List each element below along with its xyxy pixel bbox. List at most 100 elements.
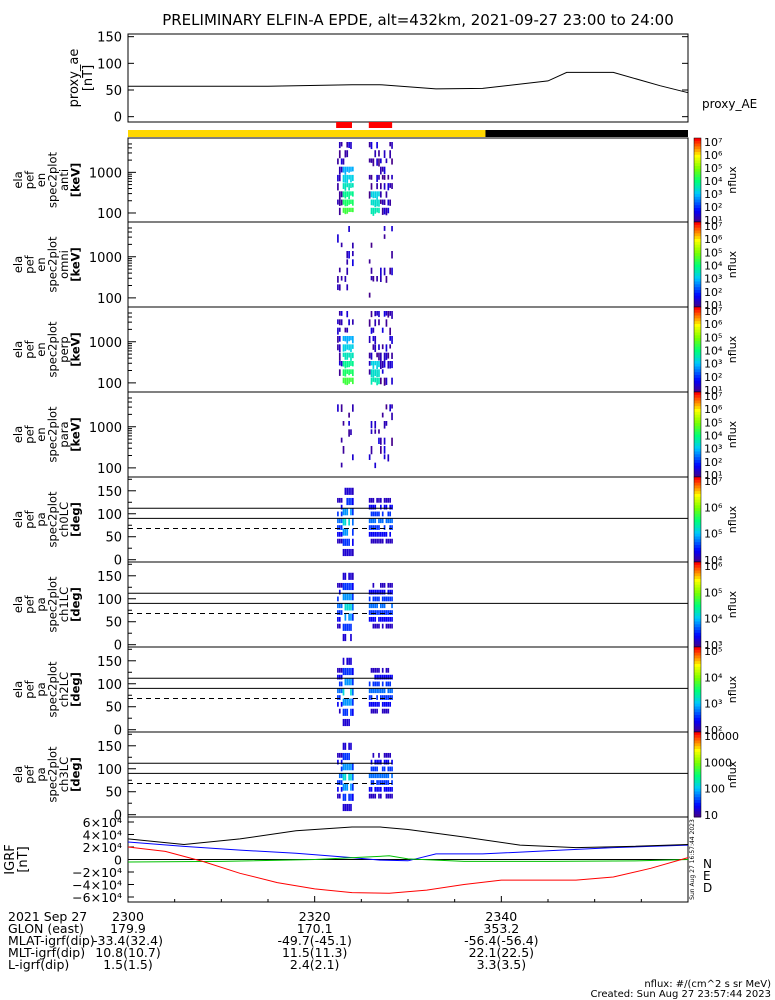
- pa_ch2-spec-cell: [346, 698, 349, 706]
- pa_ch0-spec-cell: [378, 525, 380, 530]
- pa_ch1-spec-cell: [391, 596, 393, 602]
- en_omni-colorbar-step: [694, 261, 701, 265]
- pa_ch3-spec-cell: [387, 780, 390, 785]
- en_anti-spec-cell: [376, 199, 378, 207]
- en_anti-spec-cell: [378, 150, 380, 157]
- pa_ch0-colorbar-step: [694, 559, 701, 563]
- pa_ch0-spec-cell: [344, 487, 347, 495]
- en_anti-colorbar-step: [694, 138, 701, 142]
- en_anti-colorbar-step: [694, 157, 701, 161]
- pa_ch0-spec-cell: [383, 525, 386, 530]
- en_anti-spec-cell: [342, 207, 345, 213]
- pa_ch1-spec-cell: [344, 633, 347, 642]
- pa_ch2-spec-cell: [378, 674, 380, 680]
- en_para-spec-cell: [342, 446, 345, 454]
- pa_ch2-colorbar-step: [694, 689, 701, 693]
- en_perp-spec-cell: [374, 344, 377, 352]
- en_para-spec-cell: [385, 421, 388, 426]
- en_omni-colorbar-step: [694, 273, 701, 277]
- en_perp-spec-cell: [383, 377, 386, 386]
- en_omni-spec-cell: [338, 284, 341, 291]
- pa_ch0-colorbar-step: [694, 522, 701, 526]
- pa_ch2-spec-cell: [380, 695, 382, 700]
- en_anti-spec-cell: [380, 199, 382, 204]
- pa_ch3-colorbar-step: [694, 814, 701, 818]
- pa_ch3-spec-cell: [376, 780, 378, 785]
- pa_ch2-spec-cell: [348, 678, 350, 686]
- en_anti-colorbar-tick: 10³: [704, 188, 722, 201]
- en_anti-spec-cell: [370, 142, 373, 150]
- pa_ch2-spec-cell: [383, 674, 386, 680]
- en_omni-spec-cell: [352, 251, 354, 257]
- en_perp-ylabel-line: [keV]: [69, 332, 83, 367]
- proxy-ae-ytick-label: 50: [105, 84, 122, 99]
- en_anti-colorbar-step: [694, 188, 701, 192]
- en_perp-spec-cell: [338, 311, 341, 316]
- en_omni-colorbar-step: [694, 222, 701, 226]
- pa_ch2-colorbar-tick: 10³: [704, 698, 722, 711]
- pa_ch1-spec-cell: [350, 593, 352, 601]
- pa_ch2-spec-cell: [381, 681, 384, 687]
- pa_ch0-spec-cell: [352, 497, 354, 506]
- pa_ch2-colorbar-step: [694, 717, 701, 722]
- pa_ch0-spec-cell: [372, 531, 375, 537]
- pa_ch2-spec-cell: [342, 708, 345, 716]
- en_omni-spec-cell: [368, 292, 371, 298]
- pa_ch3-spec-cell: [342, 763, 345, 771]
- pa_ch0-spec-cell: [337, 538, 339, 544]
- pa_ch3-spec-cell: [389, 752, 392, 758]
- en_perp-spec-cell: [378, 352, 380, 361]
- en_para-colorbar-step: [694, 443, 701, 447]
- pa_ch2-spec-cell: [368, 681, 371, 687]
- en_para-spec-cell: [370, 446, 373, 455]
- pa_ch3-colorbar-step: [694, 760, 701, 764]
- pa_ch3-spec-cell: [376, 786, 378, 792]
- pa_ch2-spec-cell: [348, 718, 350, 727]
- en_omni-frame: [127, 221, 689, 308]
- en_anti-spec-cell: [352, 191, 354, 197]
- pa_ch2-colorbar-step: [694, 666, 701, 671]
- en_omni-colorbar-step: [694, 295, 701, 299]
- axis-row-value: -56.4(-56.4): [464, 933, 538, 948]
- pa_ch2-colorbar-step: [694, 703, 701, 707]
- axis-row-value: 179.9: [110, 921, 146, 936]
- pa_ch3-spec-cell: [352, 783, 354, 791]
- pa_ch0-spec-cell: [374, 504, 377, 510]
- pa_ch2-colorbar-step: [694, 672, 701, 676]
- pa_ch2-colorbar-step: [694, 695, 701, 699]
- pa_ch3-spec-cell: [350, 783, 352, 791]
- pa_ch0-spec-cell: [340, 538, 343, 544]
- en_para-colorbar-step: [694, 471, 701, 475]
- en_omni-colorbar-step: [694, 301, 701, 305]
- pa_ch1-spec-cell: [344, 603, 347, 611]
- en_anti-spec-cell: [383, 166, 386, 175]
- en_para-ylabel-line: spec2plot: [46, 406, 60, 463]
- pa_ch3-colorbar-step: [694, 740, 701, 744]
- pa_ch3-spec-cell: [387, 773, 390, 779]
- pa_ch1-spec-cell: [372, 603, 375, 609]
- pa_ch1-ylabel-line: ch1LC: [57, 587, 71, 622]
- en_anti-spec-cell: [340, 142, 343, 147]
- pa_ch2-colorbar-step: [694, 726, 701, 730]
- en_anti-colorbar-step: [694, 210, 701, 215]
- pa_ch2-spec-cell: [348, 657, 350, 665]
- en_anti-colorbar-step: [694, 174, 701, 178]
- en_para-spec-cell: [383, 437, 386, 445]
- pa_ch0-spec-cell: [378, 538, 380, 544]
- pa_ch0-spec-cell: [346, 548, 349, 557]
- en_perp-colorbar-step: [694, 377, 701, 382]
- pa_ch3-spec-cell: [344, 793, 347, 801]
- en_omni-colorbar-tick: 10⁶: [704, 233, 723, 246]
- en_omni-spec-cell: [370, 267, 373, 274]
- pa_ch0-spec-cell: [338, 497, 341, 503]
- pa_ch2-spec-cell: [337, 674, 339, 680]
- en_perp-spec-cell: [342, 344, 345, 352]
- pa_ch0-colorbar-tick: 10⁷: [704, 475, 722, 488]
- pa_ch1-spec-cell: [338, 603, 341, 609]
- pa_ch3-spec-cell: [352, 773, 354, 781]
- en_anti-spec-cell: [340, 166, 343, 173]
- en_para-colorbar-step: [694, 417, 701, 421]
- en_omni-ylabel-line: [keV]: [69, 247, 83, 282]
- en_omni-colorbar-step: [694, 239, 701, 243]
- pa_ch0-spec-cell: [370, 511, 373, 517]
